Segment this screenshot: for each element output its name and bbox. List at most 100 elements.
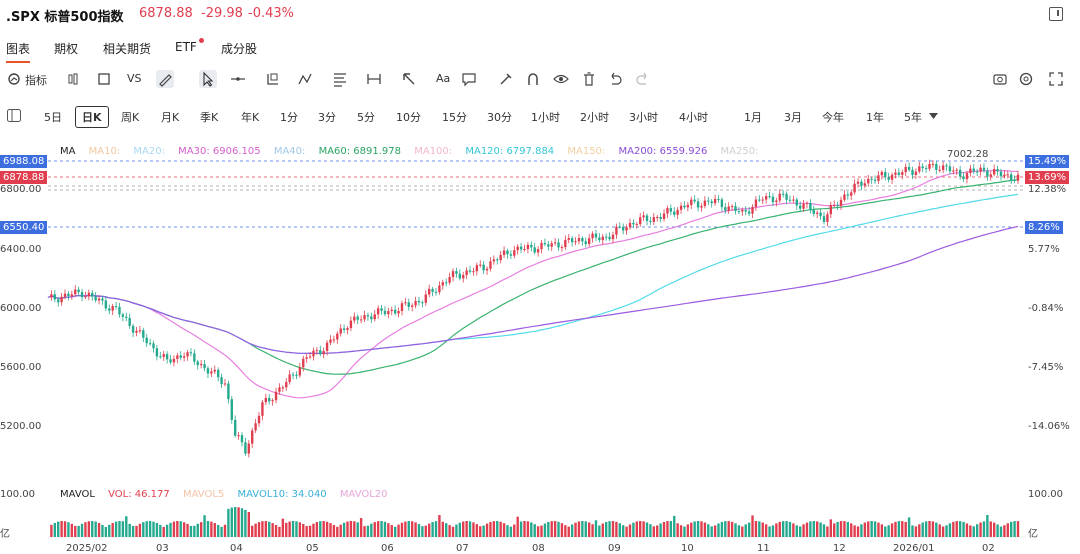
candle-body bbox=[97, 298, 101, 301]
pattern-icon[interactable] bbox=[297, 70, 315, 88]
period-2h[interactable]: 2小时 bbox=[580, 111, 609, 124]
period-1y[interactable]: 1年 bbox=[866, 111, 884, 124]
period-1m[interactable]: 1月 bbox=[744, 111, 762, 124]
candle-body bbox=[414, 301, 417, 306]
shape-tool-icon[interactable] bbox=[264, 70, 282, 88]
candle-body bbox=[325, 342, 329, 351]
period-ytd[interactable]: 今年 bbox=[822, 111, 844, 124]
expand-icon[interactable] bbox=[1049, 7, 1063, 21]
undo-icon[interactable] bbox=[606, 70, 624, 88]
candle-body bbox=[186, 352, 189, 357]
candle-body bbox=[802, 203, 805, 209]
volume-bar bbox=[587, 522, 591, 537]
cursor-icon[interactable] bbox=[199, 70, 217, 88]
volume-bar bbox=[121, 521, 125, 537]
volume-bar bbox=[805, 522, 809, 537]
volume-bar bbox=[523, 521, 526, 537]
tab-futures[interactable]: 相关期货 bbox=[103, 42, 152, 56]
fibonacci-icon[interactable] bbox=[331, 70, 349, 88]
volume-bar bbox=[567, 526, 570, 537]
period-monthly[interactable]: 月K bbox=[161, 111, 180, 124]
pencil-icon[interactable] bbox=[156, 70, 174, 88]
candle-body bbox=[969, 168, 972, 174]
volume-bar bbox=[472, 522, 475, 537]
chevron-down-icon[interactable] bbox=[929, 113, 938, 119]
period-5d[interactable]: 5日 bbox=[44, 111, 62, 124]
period-daily[interactable]: 日K bbox=[75, 106, 109, 128]
volume-bar bbox=[907, 517, 911, 537]
period-5min[interactable]: 5分 bbox=[357, 111, 375, 124]
sidebar-toggle-icon[interactable] bbox=[7, 109, 21, 122]
period-30min[interactable]: 30分 bbox=[487, 111, 512, 124]
volume-bar bbox=[244, 509, 247, 537]
period-3h[interactable]: 3小时 bbox=[629, 111, 658, 124]
period-weekly[interactable]: 周K bbox=[121, 111, 140, 124]
volume-bar bbox=[182, 522, 186, 537]
volume-bar bbox=[547, 522, 550, 537]
horizontal-line-icon[interactable] bbox=[229, 70, 247, 88]
tab-constituents[interactable]: 成分股 bbox=[221, 42, 258, 56]
brush-icon[interactable] bbox=[497, 70, 515, 88]
candle-body bbox=[945, 165, 948, 167]
candle-type-icon[interactable] bbox=[64, 70, 82, 88]
redo-icon[interactable] bbox=[634, 70, 652, 88]
volume-bar bbox=[336, 526, 339, 537]
candle-body bbox=[693, 199, 696, 202]
period-1h[interactable]: 1小时 bbox=[531, 111, 560, 124]
volume-bar bbox=[530, 522, 533, 537]
period-1min[interactable]: 1分 bbox=[280, 111, 298, 124]
tab-options[interactable]: 期权 bbox=[54, 42, 79, 56]
volume-bar bbox=[867, 521, 870, 537]
period-3min[interactable]: 3分 bbox=[318, 111, 336, 124]
fullscreen-icon[interactable] bbox=[1047, 70, 1065, 88]
candle-body bbox=[393, 309, 397, 314]
text-tool-button[interactable]: Aa bbox=[436, 72, 451, 85]
camera-icon[interactable] bbox=[991, 70, 1009, 88]
candle-body bbox=[877, 175, 880, 181]
period-quarterly[interactable]: 季K bbox=[200, 111, 219, 124]
candle-body bbox=[659, 216, 662, 219]
period-4h[interactable]: 4小时 bbox=[679, 111, 708, 124]
volume-bar bbox=[356, 522, 359, 537]
candle-body bbox=[342, 328, 346, 330]
period-3m[interactable]: 3月 bbox=[784, 111, 802, 124]
mavol-label[interactable]: MAVOL bbox=[60, 489, 95, 500]
volume-bar bbox=[557, 521, 560, 537]
compare-button[interactable]: VS bbox=[127, 72, 142, 85]
candle-body bbox=[254, 423, 257, 431]
period-10min[interactable]: 10分 bbox=[396, 111, 421, 124]
period-15min[interactable]: 15分 bbox=[442, 111, 467, 124]
measure-icon[interactable] bbox=[365, 70, 383, 88]
ma30-label: MA30: 6906.105 bbox=[178, 146, 261, 157]
ma60-line bbox=[47, 178, 1019, 375]
trash-icon[interactable] bbox=[580, 70, 598, 88]
settings-icon[interactable] bbox=[1017, 70, 1035, 88]
indicator-button[interactable]: 指标 bbox=[25, 74, 47, 87]
arrow-icon[interactable] bbox=[400, 70, 418, 88]
tab-etf[interactable]: ETF bbox=[175, 40, 197, 54]
indicator-icon[interactable] bbox=[6, 70, 24, 88]
volume-bar bbox=[622, 525, 625, 537]
volume-bar bbox=[142, 522, 145, 537]
candle-body bbox=[50, 294, 53, 298]
tab-chart[interactable]: 图表 bbox=[6, 42, 31, 63]
candle-body bbox=[125, 316, 128, 318]
period-yearly[interactable]: 年K bbox=[241, 111, 260, 124]
volume-bar bbox=[305, 526, 308, 537]
candle-body bbox=[165, 354, 169, 360]
eye-icon[interactable] bbox=[552, 70, 570, 88]
volume-bar bbox=[764, 524, 768, 537]
volume-bar bbox=[251, 525, 254, 537]
comment-icon[interactable] bbox=[460, 70, 478, 88]
candle-body bbox=[724, 207, 727, 211]
candle-body bbox=[397, 311, 400, 314]
ma-label[interactable]: MA bbox=[60, 146, 76, 157]
period-5y[interactable]: 5年 bbox=[904, 111, 922, 124]
volume-bar bbox=[319, 521, 322, 537]
volume-bar bbox=[761, 522, 764, 537]
volume-bar bbox=[434, 521, 438, 537]
candle-body bbox=[809, 203, 812, 211]
rectangle-icon[interactable] bbox=[95, 70, 113, 88]
volume-bar bbox=[111, 522, 114, 537]
magnet-icon[interactable] bbox=[524, 70, 542, 88]
